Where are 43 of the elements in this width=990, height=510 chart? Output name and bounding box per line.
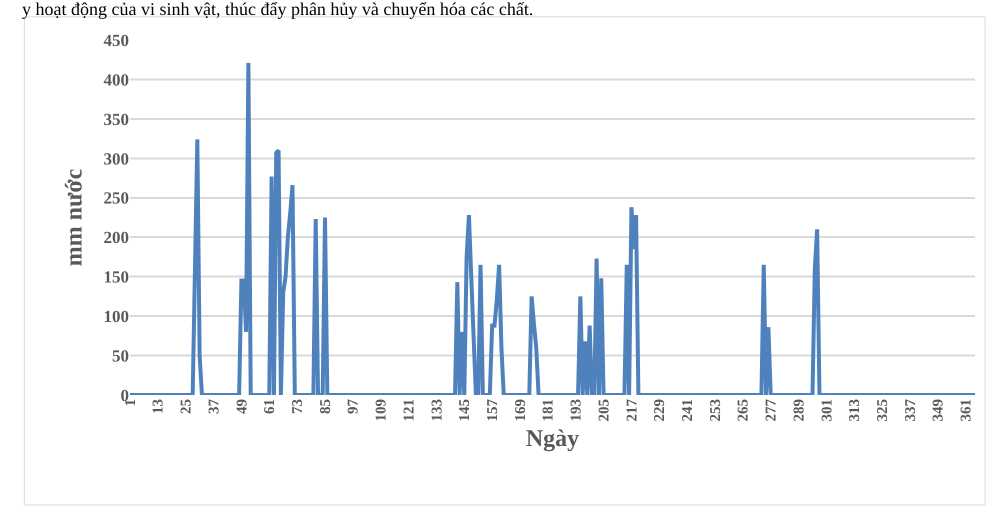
x-tick-label: 253 [708,399,724,422]
y-tick-label: 50 [112,346,129,366]
x-tick-label: 97 [346,398,362,414]
x-tick-label: 157 [485,398,502,422]
x-axis-title: Ngày [526,426,580,452]
x-tick-label: 349 [930,399,947,422]
x-tick-label: 109 [374,399,390,422]
x-tick-label: 85 [318,399,334,414]
x-tick-label: 61 [262,399,278,414]
y-tick-label: 400 [104,70,129,90]
x-tick-label: 25 [178,399,195,414]
x-tick-label: 49 [234,399,250,414]
x-tick-label: 121 [401,399,418,422]
y-tick-label: 200 [104,228,129,248]
x-tick-label: 217 [624,398,640,422]
text: y hoạt động của vi sinh vật, thúc đẩy phân hủy và chuyển hóa các chất. [22,0,534,19]
x-tick-label: 289 [791,399,808,422]
x-tick-label: 361 [958,399,975,422]
x-tick-label: 325 [875,399,892,422]
x-tick-label: 205 [596,399,612,422]
y-tick-label: 300 [104,149,129,168]
x-tick-label: 241 [680,399,696,422]
x-tick-label: 37 [206,398,222,414]
x-tick-label: 277 [764,398,780,422]
line-series [130,60,975,395]
x-tick-label: 169 [512,399,529,422]
x-tick-label: 301 [819,399,836,422]
x-tick-label: 337 [902,398,919,422]
x-tick-label: 265 [736,399,752,422]
x-tick-label: 313 [847,399,864,422]
y-axis-title: mm nước [62,168,88,266]
y-tick-label: 350 [104,110,129,129]
y-tick-label: 250 [104,188,129,208]
x-tick-label: 193 [568,399,585,422]
x-tick-label: 229 [652,399,668,422]
y-tick-label: 150 [104,268,129,287]
x-tick-label: 181 [540,399,557,422]
x-tick-label: 145 [457,399,474,422]
x-tick-label: 133 [429,399,446,422]
x-tick-label: 13 [150,399,167,414]
y-tick-label: 100 [104,307,129,326]
x-tick-label: 73 [290,399,306,414]
y-tick-label: 450 [104,30,129,50]
